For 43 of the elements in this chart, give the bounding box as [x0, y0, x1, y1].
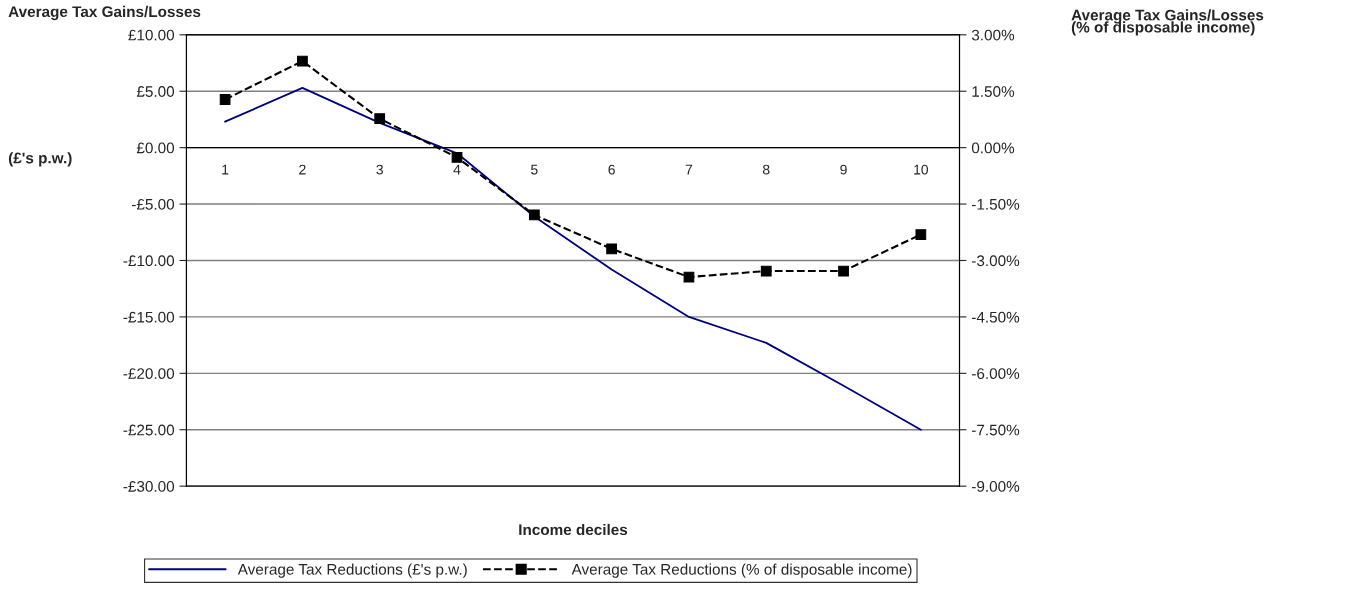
x-tick-label: 10: [914, 164, 929, 175]
y2-tick-label: 1.50%: [972, 86, 1015, 97]
y-tick-label: -£30.00: [123, 481, 175, 492]
y2-tick-label: -9.00%: [971, 481, 1020, 492]
point: [297, 55, 308, 67]
x-tick-label: 5: [531, 164, 538, 175]
text: (£'s p.w.): [8, 152, 72, 167]
legend-label: Average Tax Reductions (% of disposable income): [571, 563, 912, 578]
y2-tick-label: -3.00%: [971, 255, 1020, 267]
y2-tick-label: -6.00%: [971, 368, 1020, 380]
y-tick-label: -£5.00: [132, 198, 175, 210]
x-axis-title: Income deciles: [519, 523, 628, 536]
y2-tick-label: -4.50%: [971, 311, 1020, 323]
point: [838, 265, 849, 277]
x-tick-label: 8: [762, 164, 770, 175]
point: [606, 243, 618, 255]
point: [528, 209, 540, 221]
y-tick-label: -£10.00: [123, 255, 175, 267]
y2-axis-title: Average Tax Gains/Losses (% of disposable income): [1071, 9, 1264, 36]
y2-tick-label: -1.50%: [971, 198, 1020, 210]
x-tick-label: 6: [608, 164, 615, 175]
y-tick-label: -£15.00: [123, 311, 175, 323]
y2-tick-label: 3.00%: [971, 29, 1015, 41]
y-tick-label: -£25.00: [123, 424, 175, 436]
x-tick-label: 1: [222, 164, 229, 175]
legend-label: Average Tax Reductions (£'s p.w.): [237, 563, 467, 578]
y2-tick-label: 0.00%: [971, 142, 1015, 154]
point: [451, 152, 463, 163]
point: [374, 113, 386, 125]
point: [760, 265, 772, 277]
x-tick-label: 7: [685, 164, 693, 175]
y2-tick-label: -7.50%: [971, 424, 1020, 436]
y-tick-label: £10.00: [128, 29, 175, 41]
point: [219, 94, 231, 105]
x-tick-label: 3: [376, 164, 383, 175]
point: [915, 229, 927, 240]
y-tick-label: £0.00: [136, 142, 175, 154]
y-axis-title: Average Tax Gains/Losses: [8, 5, 201, 21]
y-tick-label: -£20.00: [123, 368, 175, 380]
x-tick-label: 4: [453, 164, 461, 175]
x-tick-label: 9: [840, 164, 847, 175]
x-tick-label: 2: [299, 164, 306, 175]
y-tick-label: £5.00: [136, 86, 175, 97]
